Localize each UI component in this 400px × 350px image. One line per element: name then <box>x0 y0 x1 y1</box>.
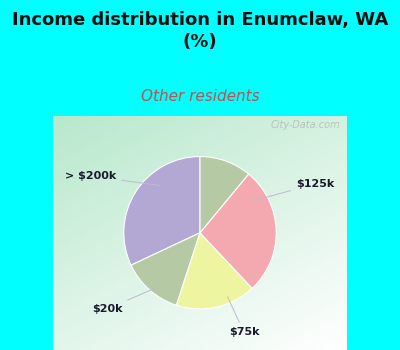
Text: $20k: $20k <box>92 288 156 314</box>
Text: $75k: $75k <box>228 297 259 337</box>
Wedge shape <box>176 233 252 309</box>
Wedge shape <box>131 233 200 305</box>
Wedge shape <box>200 174 276 288</box>
Text: City-Data.com: City-Data.com <box>271 120 341 130</box>
Wedge shape <box>124 156 200 265</box>
Text: Other residents: Other residents <box>141 89 259 104</box>
Text: $125k: $125k <box>254 179 334 201</box>
Wedge shape <box>200 156 248 233</box>
Text: Income distribution in Enumclaw, WA
(%): Income distribution in Enumclaw, WA (%) <box>12 10 388 51</box>
Text: > $200k: > $200k <box>65 171 160 186</box>
